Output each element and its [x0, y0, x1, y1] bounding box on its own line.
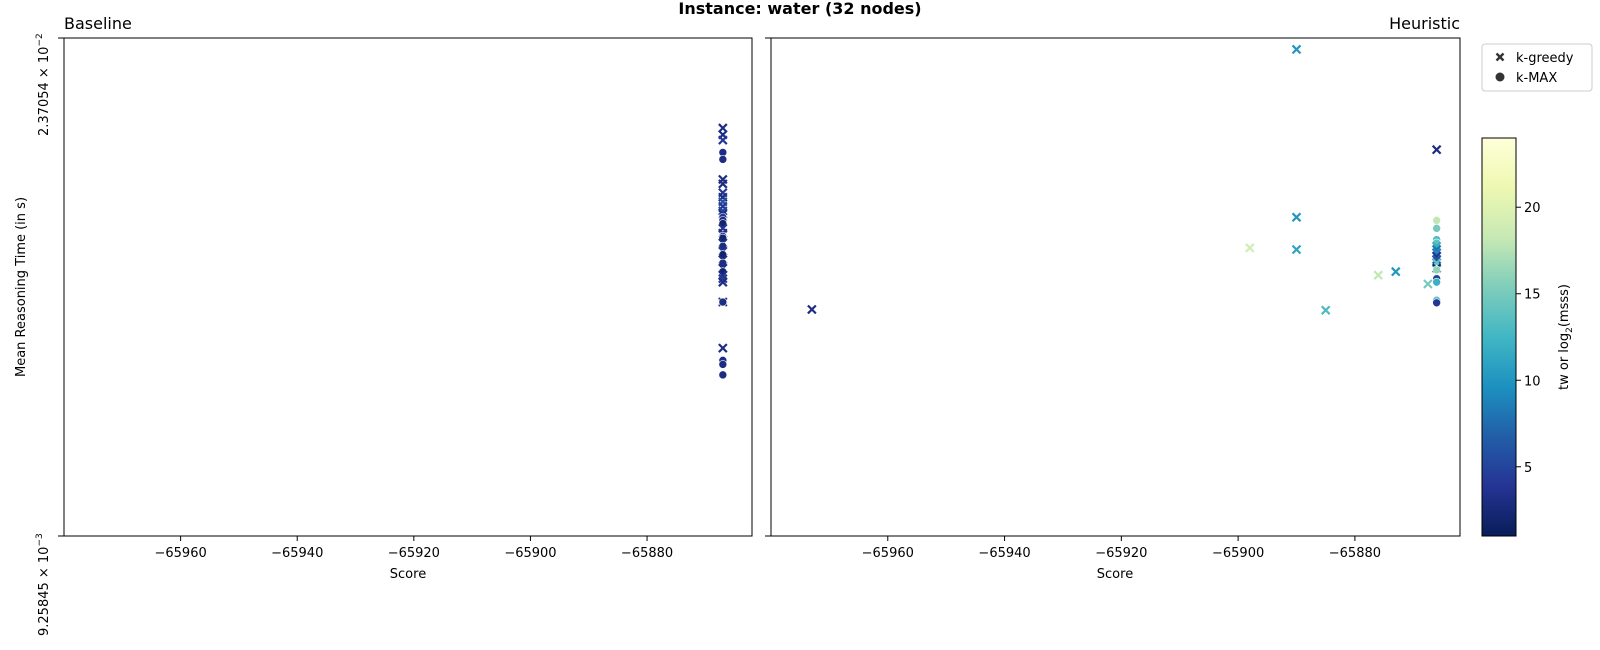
y-axis-label: Mean Reasoning Time (in s) [14, 197, 29, 377]
baseline-x-tick-label: −65880 [621, 546, 673, 561]
baseline-point-k-max [718, 155, 728, 164]
heuristic-x-tick-label: −65880 [1329, 546, 1381, 561]
heuristic-point-k-greedy [1291, 44, 1302, 55]
legend-box [1481, 43, 1593, 92]
baseline-points [718, 123, 728, 380]
baseline-point-k-max [718, 370, 728, 380]
heuristic-point-k-max [1432, 224, 1441, 233]
baseline-x-tick-label: −65900 [504, 546, 556, 561]
baseline-x-tick-label: −65920 [388, 546, 440, 561]
baseline-point-k-greedy [718, 179, 728, 189]
legend: k-greedy k-MAX [1481, 43, 1593, 92]
heuristic-panel: Heuristic −65960 −65940 −65920 −65900 −65880… [765, 14, 1461, 582]
colorbar-label: tw or log2(msss) [1557, 284, 1575, 390]
heuristic-point-k-max [1432, 298, 1441, 308]
heuristic-point-k-greedy [1291, 244, 1302, 255]
baseline-x-tick-label: −65960 [154, 546, 206, 561]
baseline-panel: Baseline −65960 −65940 −65920 −65900 −65880 … [14, 14, 753, 636]
colorbar-ticks: 5 10 15 20 [1516, 201, 1541, 476]
baseline-x-ticks: −65960 −65940 −65920 −65900 −65880 [154, 536, 673, 561]
colorbar-tick-label: 15 [1524, 288, 1541, 303]
heuristic-point-k-greedy [1245, 243, 1255, 253]
colorbar-tick-label: 10 [1524, 374, 1541, 389]
y-tick-label-top: 2.37054 × 10−2 [35, 33, 52, 136]
legend-marker-k-greedy [1495, 52, 1505, 62]
heuristic-x-tick-label: −65960 [862, 546, 914, 561]
heuristic-x-ticks: −65960 −65940 −65920 −65900 −65880 [862, 536, 1381, 561]
heuristic-point-k-greedy [1291, 212, 1302, 222]
baseline-panel-title: Baseline [64, 14, 132, 33]
colorbar-gradient [1481, 137, 1517, 537]
colorbar-tick-label: 5 [1524, 461, 1532, 476]
heuristic-x-tick-label: −65900 [1212, 546, 1264, 561]
baseline-point-k-max [718, 360, 728, 369]
figure-title: Instance: water (32 nodes) [678, 0, 921, 18]
colorbar-tick-label: 20 [1524, 201, 1541, 216]
baseline-x-axis-label: Score [390, 567, 426, 582]
legend-label: k-MAX [1516, 71, 1557, 86]
baseline-point-k-greedy [718, 135, 728, 145]
heuristic-point-k-greedy [1431, 144, 1442, 155]
colorbar: 5 10 15 20 tw or log2(msss) [1481, 137, 1575, 537]
heuristic-point-k-greedy [807, 304, 817, 315]
heuristic-point-k-greedy [1391, 266, 1401, 277]
heuristic-points [807, 44, 1442, 315]
baseline-point-k-greedy [718, 123, 728, 133]
heuristic-point-k-greedy [1423, 279, 1433, 289]
baseline-point-k-greedy [718, 343, 728, 353]
heuristic-point-k-max [1432, 277, 1441, 287]
heuristic-point-k-max [1432, 265, 1441, 275]
heuristic-axes-frame [770, 37, 1461, 537]
baseline-point-k-max [718, 297, 728, 307]
heuristic-point-k-greedy [1320, 305, 1331, 315]
baseline-point-k-greedy [718, 277, 728, 287]
baseline-axes-frame [63, 37, 753, 537]
heuristic-x-tick-label: −65920 [1095, 546, 1147, 561]
legend-label: k-greedy [1516, 51, 1574, 66]
heuristic-x-tick-label: −65940 [978, 546, 1030, 561]
heuristic-point-k-max [1432, 216, 1441, 225]
legend-marker-k-max [1495, 72, 1505, 82]
heuristic-x-axis-label: Score [1097, 567, 1133, 582]
y-tick-label-bottom: 9.25845 × 10−3 [35, 533, 52, 636]
baseline-x-tick-label: −65940 [271, 546, 323, 561]
heuristic-point-k-greedy [1373, 270, 1384, 280]
heuristic-panel-title: Heuristic [1389, 14, 1460, 33]
